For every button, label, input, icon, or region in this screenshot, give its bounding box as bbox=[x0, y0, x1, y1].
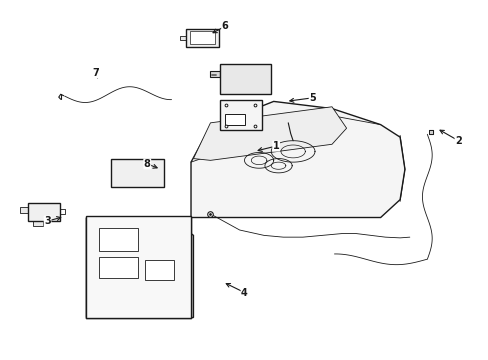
Bar bbox=[220, 100, 261, 130]
Polygon shape bbox=[193, 107, 346, 160]
Polygon shape bbox=[86, 217, 193, 318]
Text: 2: 2 bbox=[454, 136, 461, 146]
Bar bbox=[99, 228, 137, 251]
Bar bbox=[186, 28, 219, 47]
Polygon shape bbox=[33, 221, 42, 226]
Text: 1: 1 bbox=[272, 141, 279, 151]
Bar bbox=[144, 260, 174, 280]
Bar bbox=[99, 257, 137, 278]
Bar bbox=[190, 31, 215, 44]
Text: 6: 6 bbox=[221, 21, 228, 31]
Polygon shape bbox=[210, 71, 220, 77]
Text: 7: 7 bbox=[93, 68, 100, 78]
Text: 3: 3 bbox=[44, 216, 51, 226]
Bar bbox=[224, 114, 245, 125]
Polygon shape bbox=[191, 102, 404, 217]
Bar bbox=[28, 203, 60, 221]
Bar bbox=[86, 216, 191, 318]
Bar bbox=[111, 158, 164, 187]
Polygon shape bbox=[20, 207, 28, 213]
Bar bbox=[220, 64, 271, 94]
Polygon shape bbox=[180, 36, 186, 40]
Text: 4: 4 bbox=[241, 288, 247, 297]
Text: 5: 5 bbox=[308, 93, 315, 103]
Text: 8: 8 bbox=[143, 159, 150, 169]
